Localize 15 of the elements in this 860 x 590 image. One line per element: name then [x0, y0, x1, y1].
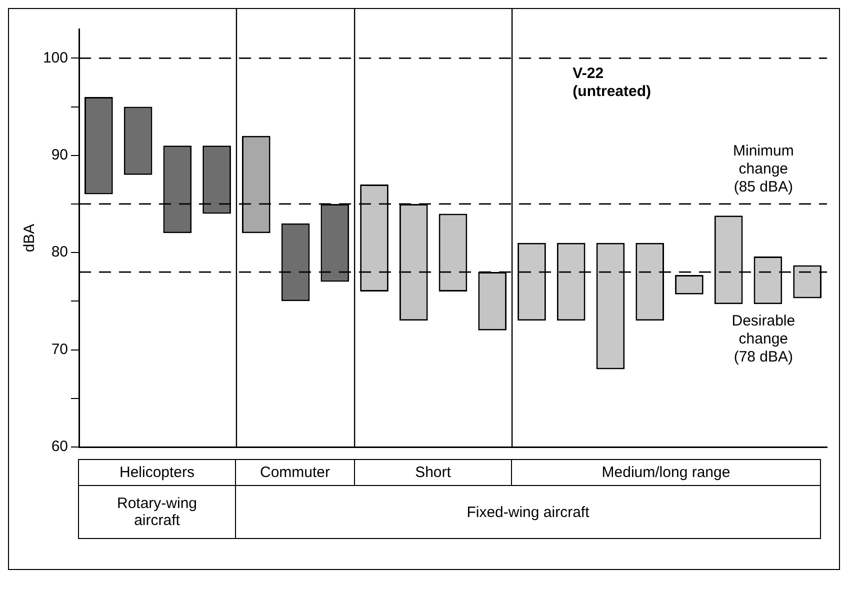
legend-label: Desirable change (78 dBA): [732, 312, 796, 366]
text: Helicopters: [78, 460, 236, 486]
text: Commuter: [236, 460, 354, 486]
y-tick-label: 70: [51, 340, 68, 358]
ref-line-label: V-22 (untreated): [572, 64, 652, 100]
y-axis-title: dBA: [21, 224, 38, 252]
ref-line-label: Minimum change (85 dBA): [733, 142, 794, 196]
text: Medium/long range: [512, 460, 820, 486]
text: Rotary-wing aircraft: [78, 486, 236, 538]
text: Fixed-wing aircraft: [236, 486, 820, 538]
text: Short: [354, 460, 512, 486]
y-tick-label: 60: [51, 438, 68, 456]
y-tick-label: 80: [51, 244, 68, 261]
y-tick-label: 100: [42, 49, 68, 66]
y-tick-label: 90: [51, 146, 68, 164]
